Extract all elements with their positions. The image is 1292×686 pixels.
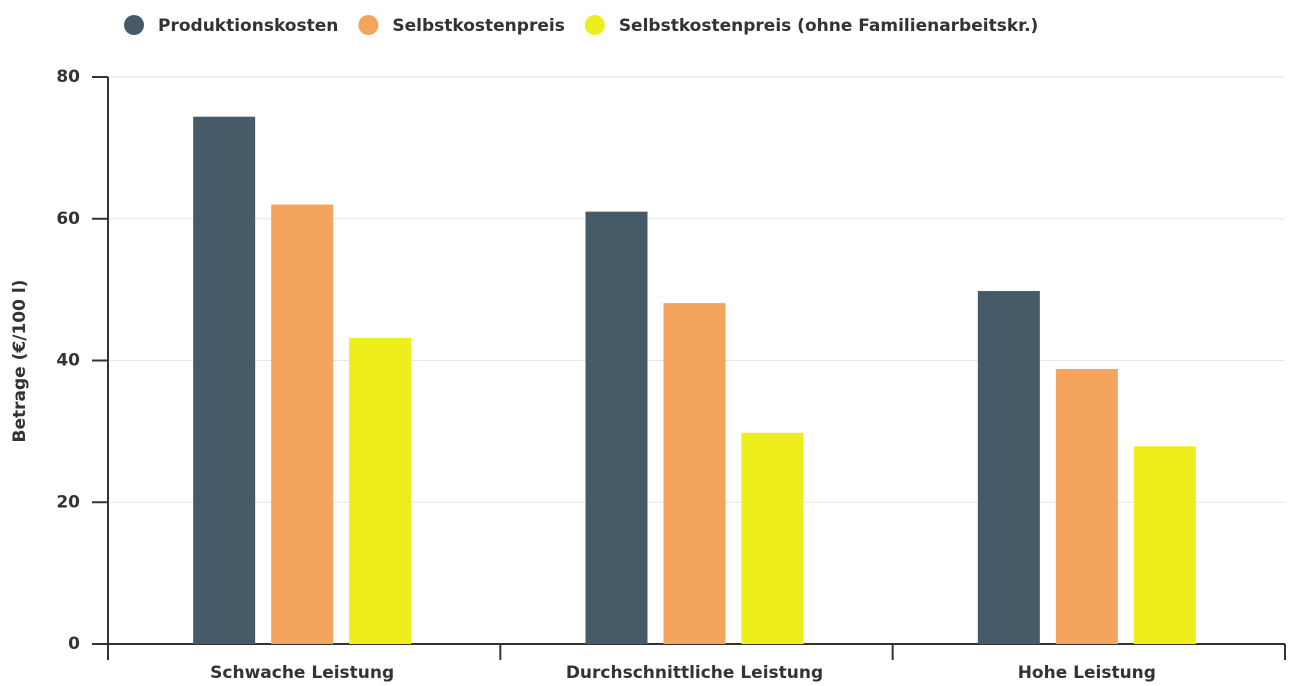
bar [663, 303, 726, 644]
bar [1133, 446, 1196, 644]
x-tick-label: Hohe Leistung [1018, 663, 1156, 683]
legend-marker [124, 15, 144, 35]
legend-label: Selbstkostenpreis [392, 16, 564, 36]
bar [193, 116, 256, 644]
legend-label: Selbstkostenpreis (ohne Familienarbeitsk… [619, 16, 1039, 36]
y-tick-label: 60 [56, 209, 80, 229]
y-tick-label: 0 [68, 634, 80, 654]
legend-label: Produktionskosten [158, 16, 338, 36]
legend-marker [584, 15, 605, 35]
y-tick-label: 20 [56, 492, 80, 512]
y-axis-title: Betrage (€/100 l) [10, 280, 30, 443]
y-tick-label: 80 [56, 67, 80, 87]
bar [349, 337, 412, 644]
legend-marker [358, 15, 379, 35]
x-tick-label: Durchschnittliche Leistung [566, 663, 823, 683]
x-tick-label: Schwache Leistung [210, 663, 394, 683]
bar [741, 432, 804, 644]
bar [1055, 369, 1118, 644]
bar [977, 291, 1040, 644]
bar [585, 211, 648, 644]
bar [271, 204, 334, 644]
y-tick-label: 40 [56, 351, 80, 371]
